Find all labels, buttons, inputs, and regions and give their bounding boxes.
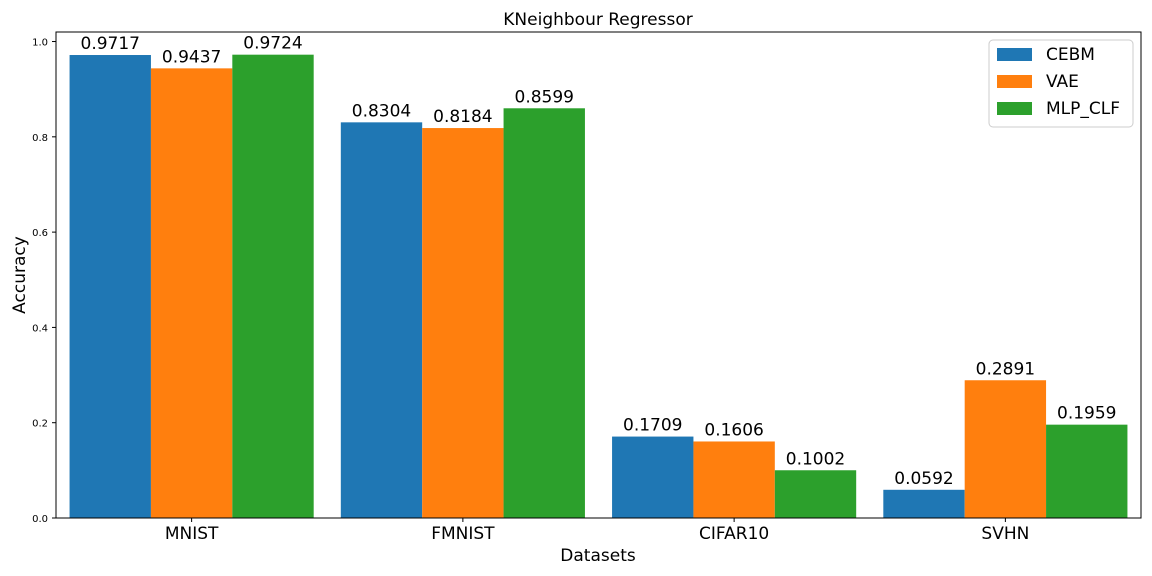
- y-axis-title: Accuracy: [10, 236, 30, 314]
- legend: CEBM VAE MLP_CLF: [988, 39, 1134, 128]
- x-axis-title: Datasets: [560, 546, 636, 566]
- data-label: 0.8184: [433, 107, 492, 127]
- y-tick-label: 0.0: [32, 514, 48, 525]
- data-label: 0.0592: [894, 469, 953, 489]
- legend-swatch: [997, 48, 1032, 61]
- data-label: 0.1002: [786, 449, 845, 469]
- data-label: 0.1959: [1057, 404, 1116, 424]
- data-labels-layer: 0.9717 0.8304 0.1709 0.0592 0.9437 0.8184 0.16…: [81, 34, 1117, 489]
- bar: [69, 55, 151, 519]
- data-label: 0.8304: [352, 101, 411, 121]
- bar: [612, 436, 694, 518]
- bar: [150, 68, 233, 518]
- data-label: 0.2891: [976, 359, 1035, 379]
- data-label: 0.8599: [515, 87, 574, 107]
- bar: [693, 441, 775, 518]
- x-tick-label: SVHN: [981, 524, 1029, 544]
- data-label: 0.1709: [623, 416, 682, 436]
- plot-frame: [55, 31, 1142, 519]
- y-tick-label: 0.6: [32, 228, 48, 239]
- y-tick-label: 0.2: [32, 419, 48, 430]
- data-label: 0.9437: [162, 47, 221, 67]
- bar: [232, 54, 314, 519]
- bar: [1046, 424, 1128, 518]
- legend-label: CEBM: [1046, 45, 1095, 65]
- chart-title: KNeighbour Regressor: [503, 10, 692, 30]
- bar: [964, 380, 1047, 518]
- bar: [774, 470, 857, 518]
- legend-label: VAE: [1046, 72, 1079, 92]
- bar: [503, 108, 585, 518]
- bars-layer: [69, 54, 1128, 519]
- y-tick-label: 0.4: [32, 323, 48, 334]
- data-label: 0.9724: [243, 34, 302, 54]
- x-tick-label: MNIST: [165, 524, 219, 544]
- data-label: 0.9717: [81, 34, 140, 54]
- x-tick-label: FMNIST: [431, 524, 495, 544]
- bar: [340, 122, 423, 519]
- data-label: 0.1606: [704, 420, 763, 440]
- bar: [883, 489, 965, 518]
- legend-swatch: [997, 102, 1032, 115]
- legend-label: MLP_CLF: [1046, 99, 1120, 119]
- x-tick-label: CIFAR10: [699, 524, 769, 544]
- y-tick-label: 1.0: [32, 38, 48, 49]
- legend-swatch: [997, 75, 1032, 88]
- bar: [422, 128, 504, 519]
- axes-layer: 0.0 0.2 0.4 0.6 0.8 1.0 MNIST FMNIST CIFAR10 SVHN: [32, 31, 1142, 544]
- y-tick-label: 0.8: [32, 133, 48, 144]
